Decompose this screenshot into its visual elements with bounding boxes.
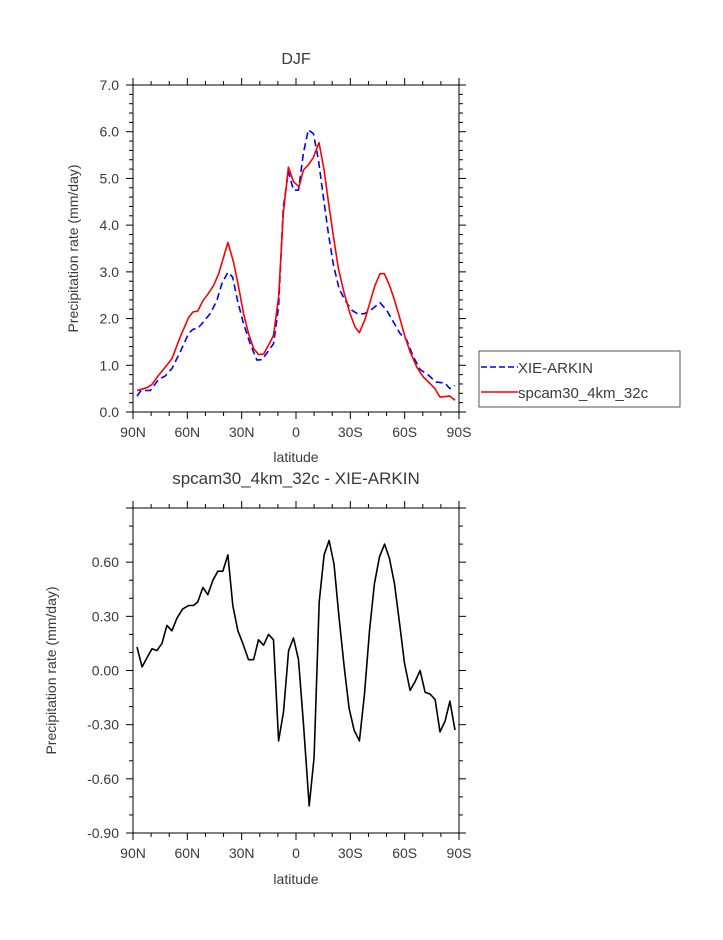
x-axis-label: latitude <box>273 449 318 465</box>
x-tick-label: 60N <box>174 845 200 861</box>
x-axis-label: latitude <box>273 871 318 887</box>
y-tick-label: 0.30 <box>92 608 119 624</box>
y-tick-label: 2.0 <box>100 311 120 327</box>
y-tick-label: 0.00 <box>92 663 119 679</box>
y-tick-label: -0.90 <box>87 825 119 841</box>
plot-frame <box>132 507 460 834</box>
y-tick-label: 0.0 <box>100 404 120 420</box>
x-tick-label: 90N <box>120 424 146 440</box>
x-tick-label: 0 <box>292 845 300 861</box>
legend-label: spcam30_4km_32c <box>518 385 649 402</box>
y-axis-label: Precipitation rate (mm/day) <box>65 164 81 332</box>
y-tick-label: 6.0 <box>100 124 120 140</box>
chart-title: spcam30_4km_32c - XIE-ARKIN <box>172 469 420 488</box>
y-axis-label: Precipitation rate (mm/day) <box>43 586 59 754</box>
x-tick-label: 90S <box>447 845 472 861</box>
legend-box <box>478 350 681 408</box>
series-line-xie-arkin <box>136 129 456 397</box>
y-tick-label: 4.0 <box>100 217 120 233</box>
x-tick-label: 60S <box>392 424 417 440</box>
legend: XIE-ARKIN spcam30_4km_32c <box>478 350 681 408</box>
x-tick-label: 60S <box>392 845 417 861</box>
plot-frame <box>132 84 460 413</box>
chart-panel-2: 90N 60N 30N 0 30S 60S 90S -0.90 -0.60 -0.30 0.00 0.… <box>43 469 471 887</box>
x-tick-label: 30N <box>229 424 255 440</box>
y-tick-label: -0.60 <box>87 771 119 787</box>
x-tick-label: 0 <box>292 424 300 440</box>
y-tick-label: 7.0 <box>100 77 120 93</box>
x-tick-label: 90N <box>120 845 146 861</box>
x-tick-label: 60N <box>174 424 200 440</box>
y-tick-label: 0.60 <box>92 554 119 570</box>
y-tick-label: 3.0 <box>100 264 120 280</box>
legend-label: XIE-ARKIN <box>518 360 593 377</box>
series-line-difference <box>136 539 456 807</box>
x-tick-label: 30S <box>338 845 363 861</box>
x-tick-label: 30S <box>338 424 363 440</box>
chart-title: DJF <box>281 51 311 68</box>
chart-panel-1: 90N 60N 30N 0 30S 60S 90S 0.0 1.0 2.0 3.0 4.0 5.0 6.0… <box>65 51 681 465</box>
x-tick-label: 90S <box>447 424 472 440</box>
x-tick-label: 30N <box>229 845 255 861</box>
y-tick-label: 5.0 <box>100 170 120 186</box>
y-tick-label: -0.30 <box>87 717 119 733</box>
y-tick-label: 1.0 <box>100 357 120 373</box>
series-line-spcam30-4km-32c <box>136 141 456 401</box>
